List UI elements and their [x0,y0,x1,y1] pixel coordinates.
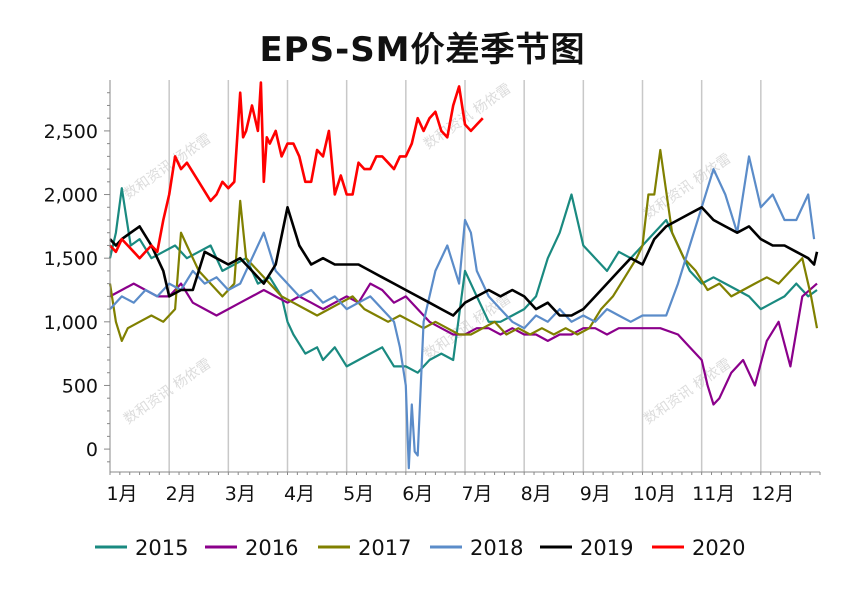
x-tick-label: 1月 [106,483,137,505]
y-tick-label: 1,500 [44,248,98,270]
legend-label-2019: 2019 [580,536,633,560]
x-tick-label: 5月 [343,483,374,505]
series-line-2017 [108,148,819,342]
x-tick-label: 10月 [633,483,676,505]
legend-label-2016: 2016 [245,536,298,560]
x-tick-label: 8月 [521,483,552,505]
y-tick-label: 500 [62,375,98,397]
watermark-text: 数和资讯 杨依雷 [641,356,734,428]
x-tick-label: 9月 [580,483,611,505]
legend-layer: 2015 2016 2017 2018 2019 2020 [95,536,745,560]
series-layer [108,81,819,470]
x-tick-label: 4月 [284,483,315,505]
chart-title: EPS-SM价差季节图 [259,30,586,70]
series-line-2019 [109,206,819,317]
x-tick-label: 2月 [166,483,197,505]
legend-label-2017: 2017 [358,536,411,560]
legend-label-2020: 2020 [692,536,745,560]
y-tick-label: 1,000 [44,312,98,334]
series-line-2018 [109,155,816,470]
watermark-text: 数和资讯 杨依雷 [121,131,214,203]
y-tick-label: 0 [86,439,98,461]
series-line-2016 [109,282,818,406]
series-line-2020 [109,81,484,260]
x-tick-label: 12月 [751,483,794,505]
x-tick-label: 11月 [692,483,735,505]
watermark-text: 数和资讯 杨依雷 [121,356,214,428]
legend-label-2018: 2018 [470,536,523,560]
legend-label-2015: 2015 [135,536,188,560]
y-tick-label: 2,000 [44,185,98,207]
x-tick-label: 3月 [225,483,256,505]
x-tick-label: 7月 [461,483,492,505]
y-tick-label: 2,500 [44,121,98,143]
axis-layer: 0 500 1,000 1,500 2,000 2,500 1月 2月 3月 4月 5月 6月 7月 8月… [44,80,821,505]
watermark-text: 数和资讯 杨依雷 [421,81,514,153]
x-tick-label: 6月 [402,483,433,505]
